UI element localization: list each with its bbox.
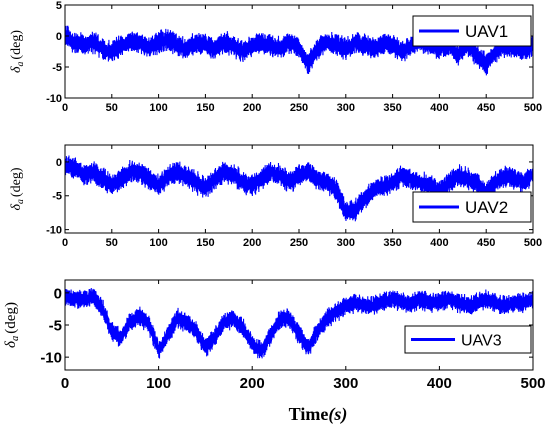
x-axis-title-unit: (s) — [328, 404, 347, 425]
x-tick-label: 150 — [196, 237, 214, 249]
y-axis-unit: (deg) — [9, 167, 24, 197]
x-tick-label: 500 — [524, 102, 542, 114]
panel-2: 0 50 100 150 200 250 300 350 400 450 500 0 -5 -10 δa (d… — [9, 144, 542, 249]
y-tick-label: -5 — [49, 317, 62, 334]
x-axis-title: Time(s) — [289, 404, 348, 425]
x-tick-label: 100 — [149, 102, 167, 114]
x-tick-label: 450 — [477, 237, 495, 249]
series-line-uav3 — [65, 288, 533, 359]
panel-1: 0 50 100 150 200 250 300 350 400 450 50050-5-10δa(… — [9, 0, 542, 114]
x-tick-label: 400 — [430, 102, 448, 114]
y-tick-label: -10 — [46, 225, 62, 237]
series-line-uav1 — [65, 25, 533, 76]
x-tick-label: 350 — [383, 102, 401, 114]
x-tick-label: 400 — [427, 375, 452, 392]
legend: UAV3 — [404, 325, 532, 354]
y-axis-title: δa(deg) — [9, 30, 26, 73]
y-axis-subscript: a — [10, 336, 21, 341]
legend-label: UAV2 — [465, 198, 508, 217]
x-tick-label: 200 — [243, 102, 261, 114]
x-tick-label: 0 — [62, 102, 68, 114]
x-tick-label: 500 — [524, 237, 542, 249]
y-axis-title: δa (deg) — [3, 302, 21, 348]
panel-3: 0 100 200 300 400 500 0 -5 -10 δa (deg) UAV3 — [3, 279, 546, 392]
y-axis-title: δa (deg) — [9, 167, 26, 210]
y-tick-label: -5 — [52, 62, 62, 74]
x-tick-label: 100 — [146, 375, 171, 392]
x-tick-label: 450 — [477, 102, 495, 114]
x-tick-label: 0 — [61, 375, 69, 392]
x-tick-label: 300 — [337, 237, 355, 249]
y-tick-label: 5 — [56, 0, 62, 12]
legend: UAV2 — [412, 191, 532, 223]
x-tick-label: 250 — [290, 102, 308, 114]
x-tick-label: 200 — [243, 237, 261, 249]
x-axis-title-main: Time — [289, 404, 329, 424]
y-axis-subscript: a — [15, 199, 26, 204]
y-tick-label: 0 — [56, 31, 62, 43]
y-tick-label: -5 — [52, 191, 62, 203]
series-line-uav2 — [65, 155, 533, 222]
x-tick-label: 200 — [240, 375, 265, 392]
y-tick-label: 0 — [54, 285, 62, 302]
x-tick-label: 300 — [337, 102, 355, 114]
x-tick-label: 150 — [196, 102, 214, 114]
y-tick-label: -10 — [40, 350, 62, 367]
legend-label: UAV1 — [465, 22, 508, 41]
y-tick-label: -10 — [46, 93, 62, 105]
y-axis-unit: (deg) — [9, 30, 24, 60]
x-tick-label: 250 — [290, 237, 308, 249]
x-tick-label: 100 — [149, 237, 167, 249]
x-tick-label: 50 — [106, 102, 118, 114]
legend: UAV1 — [412, 15, 532, 47]
x-tick-label: 400 — [430, 237, 448, 249]
x-tick-label: 500 — [520, 375, 545, 392]
x-tick-label: 0 — [62, 237, 68, 249]
y-tick-label: 0 — [56, 157, 62, 169]
y-axis-symbol: δ — [3, 340, 19, 348]
x-tick-label: 50 — [106, 237, 118, 249]
legend-label: UAV3 — [461, 332, 502, 349]
y-axis-unit: (deg) — [3, 302, 19, 334]
x-tick-label: 300 — [333, 375, 358, 392]
y-axis-symbol: δ — [9, 203, 24, 210]
y-axis-symbol: δ — [9, 66, 24, 73]
x-tick-label: 350 — [383, 237, 401, 249]
y-axis-subscript: a — [15, 61, 26, 66]
